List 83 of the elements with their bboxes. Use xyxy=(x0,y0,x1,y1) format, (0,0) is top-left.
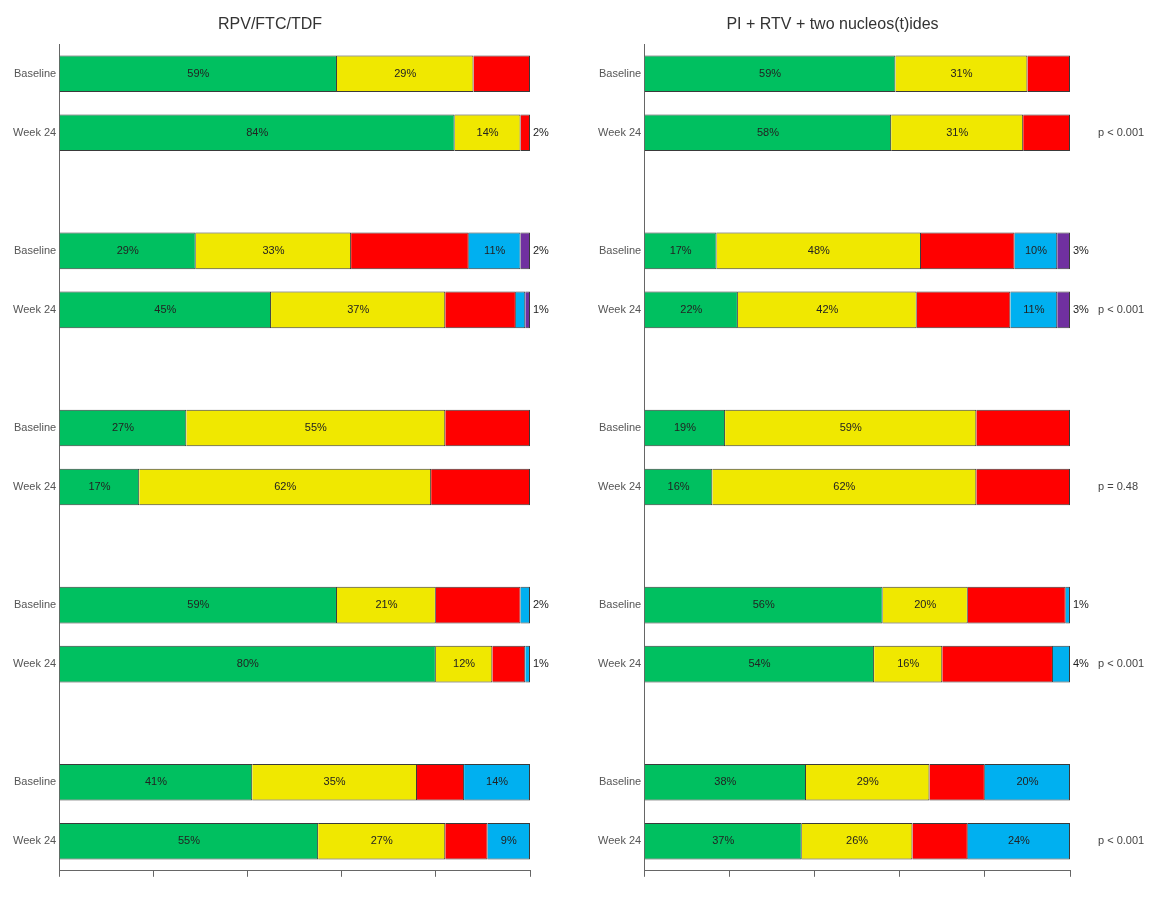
data-label: 17% xyxy=(88,480,111,493)
y-tick-label: Baseline xyxy=(14,598,57,611)
data-label: 10% xyxy=(1024,243,1048,256)
data-label: 27% xyxy=(370,834,393,847)
data-label: 59% xyxy=(187,598,210,611)
data-label: 62% xyxy=(833,480,856,493)
data-label: 20% xyxy=(914,598,937,611)
data-label: 45% xyxy=(154,302,177,315)
data-label: 27% xyxy=(112,421,135,434)
data-label: 38% xyxy=(714,775,737,788)
data-label: 37% xyxy=(347,302,370,315)
data-label: 9% xyxy=(500,834,517,847)
data-label: 37% xyxy=(712,834,735,847)
data-label: 59% xyxy=(839,421,862,434)
data-label: 11% xyxy=(484,243,506,256)
y-tick-label: Baseline xyxy=(599,66,642,79)
y-tick-label: Baseline xyxy=(599,421,642,434)
data-label: 59% xyxy=(187,66,210,79)
data-label: 56% xyxy=(752,598,775,611)
data-label: 1% xyxy=(533,657,550,670)
y-tick-label: Baseline xyxy=(14,66,57,79)
chart-title: RPV/FTC/TDF xyxy=(218,15,323,33)
data-label: 29% xyxy=(394,66,417,79)
y-tick-label: Week 24 xyxy=(12,657,57,670)
data-label: 17% xyxy=(669,243,692,256)
y-tick-label: Baseline xyxy=(599,598,642,611)
data-label: 21% xyxy=(375,598,398,611)
y-tick-label: Week 24 xyxy=(12,302,57,315)
y-tick-label: Week 24 xyxy=(12,834,57,847)
chart-title: PI + RTV + two nucleos(t)ides xyxy=(726,15,939,33)
data-label: 20% xyxy=(1016,775,1039,788)
text: p < 0.001 xyxy=(1098,834,1145,847)
y-tick-label: Week 24 xyxy=(597,302,642,315)
data-label: 4% xyxy=(1073,657,1090,670)
text: p < 0.001 xyxy=(1098,657,1145,670)
data-label: 62% xyxy=(274,480,297,493)
y-tick-label: Week 24 xyxy=(12,480,57,493)
y-tick-label: Week 24 xyxy=(597,125,642,138)
data-label: 29% xyxy=(856,775,879,788)
data-label: 55% xyxy=(304,421,328,434)
data-label: 1% xyxy=(533,302,550,315)
y-tick-label: Week 24 xyxy=(597,657,642,670)
data-label: 16% xyxy=(897,657,920,670)
data-label: 24% xyxy=(1007,834,1031,847)
text: p = 0.48 xyxy=(1098,480,1139,493)
data-label: 84% xyxy=(246,125,269,138)
data-label: 35% xyxy=(323,775,346,788)
y-tick-label: Baseline xyxy=(599,775,642,788)
data-label: 31% xyxy=(950,66,973,79)
data-label: 54% xyxy=(748,657,771,670)
data-label: 22% xyxy=(680,302,703,315)
data-label: 14% xyxy=(486,775,509,788)
text: p < 0.001 xyxy=(1098,302,1145,315)
data-label: 1% xyxy=(1073,598,1090,611)
data-label: 48% xyxy=(807,243,830,256)
data-label: 58% xyxy=(756,125,780,138)
y-tick-label: Baseline xyxy=(14,775,57,788)
data-label: 3% xyxy=(1073,302,1090,315)
data-label: 59% xyxy=(759,66,782,79)
y-tick-label: Week 24 xyxy=(12,125,57,138)
data-label: 12% xyxy=(453,657,476,670)
y-tick-label: Week 24 xyxy=(597,480,642,493)
data-label: 2% xyxy=(533,125,550,138)
data-label: 19% xyxy=(673,421,697,434)
text: p < 0.001 xyxy=(1098,125,1145,138)
y-tick-label: Baseline xyxy=(14,421,57,434)
y-tick-label: Week 24 xyxy=(597,834,642,847)
data-label: 41% xyxy=(144,775,168,788)
data-label: 55% xyxy=(177,834,201,847)
data-label: 14% xyxy=(476,125,499,138)
data-label: 2% xyxy=(533,598,550,611)
data-label: 42% xyxy=(816,302,839,315)
data-label: 29% xyxy=(116,243,139,256)
data-label: 26% xyxy=(846,834,869,847)
y-tick-label: Baseline xyxy=(599,243,642,256)
data-label: 33% xyxy=(262,243,285,256)
data-label: 11% xyxy=(1023,302,1045,315)
data-label: 80% xyxy=(236,657,259,670)
y-tick-label: Baseline xyxy=(14,243,57,256)
data-label: 3% xyxy=(1073,243,1090,256)
data-label: 2% xyxy=(533,243,550,256)
data-label: 16% xyxy=(667,480,690,493)
data-label: 31% xyxy=(946,125,969,138)
